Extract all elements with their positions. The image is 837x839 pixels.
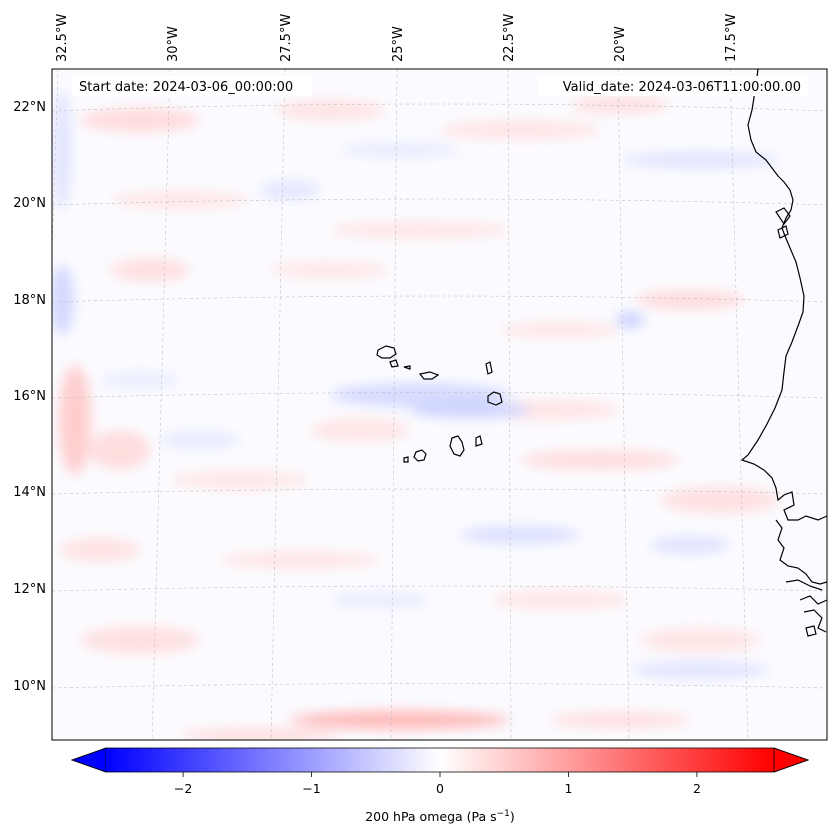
start-date-label: Start date: 2024-03-06_00:00:00	[72, 76, 312, 96]
graticule	[52, 69, 827, 740]
colorbar-gradient	[106, 748, 774, 772]
colorbar-tick-label: −1	[302, 781, 320, 796]
lon-label: 30°W	[166, 26, 181, 62]
lon-labels: 32.5°W 30°W 27.5°W 25°W 22.5°W 20°W 17.5…	[55, 14, 739, 62]
colorbar-extend-left	[70, 747, 107, 773]
omega-field	[52, 69, 827, 740]
lat-label: 12°N	[13, 582, 46, 597]
colorbar-tick-label: −2	[174, 781, 192, 796]
colorbar-ticks: −2 −1 0 1 2	[174, 772, 701, 796]
lon-label: 20°W	[613, 26, 628, 62]
svg-text:Valid_date: 2024-03-06T11:00:0: Valid_date: 2024-03-06T11:00:00.00	[563, 80, 801, 95]
valid-date-label: Valid_date: 2024-03-06T11:00:00.00	[538, 76, 808, 96]
colorbar-title: 200 hPa omega (Pa s−1)	[365, 809, 515, 824]
lon-label: 32.5°W	[55, 14, 70, 62]
map-panel: Start date: 2024-03-06_00:00:00 Valid_da…	[13, 14, 828, 741]
cape-verde-islands	[376, 345, 503, 463]
colorbar-tick-label: 2	[693, 781, 701, 796]
colorbar-tick-label: 0	[436, 781, 444, 796]
lat-label: 10°N	[13, 679, 46, 694]
svg-text:Start date: 2024-03-06_00:00:0: Start date: 2024-03-06_00:00:00	[79, 80, 293, 95]
lat-label: 20°N	[13, 196, 46, 211]
colorbar-tick-label: 1	[564, 781, 572, 796]
coastline	[740, 69, 827, 637]
lat-labels: 22°N 20°N 18°N 16°N 14°N 12°N 10°N	[13, 100, 46, 694]
lon-label: 22.5°W	[502, 14, 517, 62]
lon-label: 25°W	[391, 26, 406, 62]
lat-label: 14°N	[13, 485, 46, 500]
colorbar-extend-right	[773, 747, 810, 773]
lon-label: 17.5°W	[724, 14, 739, 62]
colorbar: −2 −1 0 1 2 200 hPa omega (Pa s−1)	[70, 747, 810, 824]
lat-label: 22°N	[13, 100, 46, 115]
lat-label: 18°N	[13, 293, 46, 308]
lat-label: 16°N	[13, 389, 46, 404]
lon-label: 27.5°W	[279, 14, 294, 62]
